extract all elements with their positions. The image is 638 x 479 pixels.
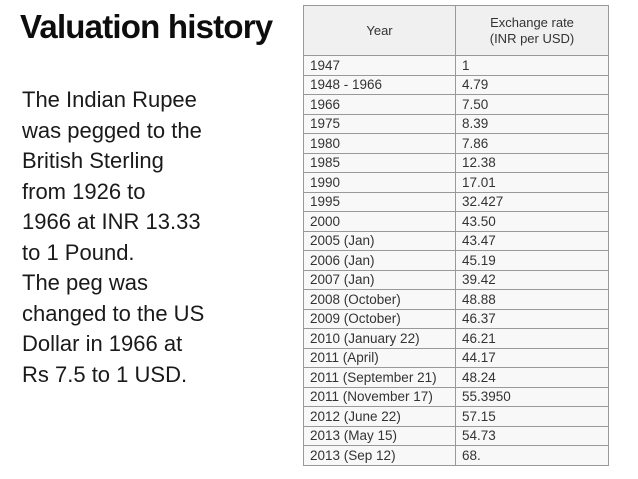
year-cell: 1966 bbox=[303, 94, 456, 115]
table-row: 1948 - 1966 4.79 bbox=[303, 74, 609, 95]
rate-cell: 43.50 bbox=[455, 211, 609, 232]
rate-cell: 4.79 bbox=[455, 74, 609, 95]
year-cell: 2013 (Sep 12) bbox=[303, 445, 456, 466]
rate-cell: 17.01 bbox=[455, 172, 609, 193]
year-cell: 1990 bbox=[303, 172, 456, 193]
year-cell: 2011 (September 21) bbox=[303, 367, 456, 388]
table-row: 2011 (November 17) 55.3950 bbox=[303, 386, 609, 407]
year-cell: 1985 bbox=[303, 152, 456, 173]
table-row: 2013 (Sep 12) 68. bbox=[303, 445, 609, 466]
table-row: 2007 (Jan) 39.42 bbox=[303, 269, 609, 290]
rate-cell: 44.17 bbox=[455, 347, 609, 368]
table-row: 2005 (Jan) 43.47 bbox=[303, 230, 609, 251]
year-cell: 2005 (Jan) bbox=[303, 230, 456, 251]
table-row: 2009 (October) 46.37 bbox=[303, 308, 609, 329]
rate-cell: 1 bbox=[455, 55, 609, 76]
year-cell: 1948 - 1966 bbox=[303, 74, 456, 95]
table-row: 2010 (January 22) 46.21 bbox=[303, 328, 609, 349]
slide-title: Valuation history bbox=[20, 8, 273, 45]
table-row: 2011 (September 21) 48.24 bbox=[303, 367, 609, 388]
year-cell: 2006 (Jan) bbox=[303, 250, 456, 271]
rate-cell: 45.19 bbox=[455, 250, 609, 271]
rate-cell: 7.86 bbox=[455, 133, 609, 154]
rate-cell: 54.73 bbox=[455, 425, 609, 446]
rate-cell: 8.39 bbox=[455, 113, 609, 134]
exchange-rate-table-body: 1947 1 1948 - 1966 4.79 1966 7.50 1975 8.39 1980… bbox=[303, 55, 609, 466]
year-cell: 2008 (October) bbox=[303, 289, 456, 310]
exchange-rate-table-head: Year Exchange rate (INR per USD) bbox=[303, 5, 609, 56]
table-row: 2000 43.50 bbox=[303, 211, 609, 232]
rate-cell: 57.15 bbox=[455, 406, 609, 427]
year-cell: 1975 bbox=[303, 113, 456, 134]
rate-cell: 46.21 bbox=[455, 328, 609, 349]
exchange-rate-table: Year Exchange rate (INR per USD) 1947 1 19… bbox=[303, 5, 609, 466]
year-cell: 2010 (January 22) bbox=[303, 328, 456, 349]
rate-cell: 46.37 bbox=[455, 308, 609, 329]
year-column-header: Year bbox=[303, 5, 456, 56]
year-cell: 2013 (May 15) bbox=[303, 425, 456, 446]
table-row: 1980 7.86 bbox=[303, 133, 609, 154]
rate-cell: 39.42 bbox=[455, 269, 609, 290]
year-cell: 2007 (Jan) bbox=[303, 269, 456, 290]
table-row: 2013 (May 15) 54.73 bbox=[303, 425, 609, 446]
table-row: 1947 1 bbox=[303, 55, 609, 76]
year-cell: 1995 bbox=[303, 191, 456, 212]
year-cell: 2012 (June 22) bbox=[303, 406, 456, 427]
year-cell: 1980 bbox=[303, 133, 456, 154]
year-cell: 2000 bbox=[303, 211, 456, 232]
table-row: 1975 8.39 bbox=[303, 113, 609, 134]
table-row: 1985 12.38 bbox=[303, 152, 609, 173]
rate-cell: 68. bbox=[455, 445, 609, 466]
rate-cell: 32.427 bbox=[455, 191, 609, 212]
table-header-row: Year Exchange rate (INR per USD) bbox=[303, 5, 609, 56]
table-row: 2008 (October) 48.88 bbox=[303, 289, 609, 310]
table-row: 2006 (Jan) 45.19 bbox=[303, 250, 609, 271]
year-cell: 2009 (October) bbox=[303, 308, 456, 329]
table-row: 1966 7.50 bbox=[303, 94, 609, 115]
rate-cell: 43.47 bbox=[455, 230, 609, 251]
rate-cell: 7.50 bbox=[455, 94, 609, 115]
table-row: 1995 32.427 bbox=[303, 191, 609, 212]
rate-cell: 55.3950 bbox=[455, 386, 609, 407]
table-row: 2012 (June 22) 57.15 bbox=[303, 406, 609, 427]
table-row: 1990 17.01 bbox=[303, 172, 609, 193]
rate-cell: 48.88 bbox=[455, 289, 609, 310]
rate-cell: 12.38 bbox=[455, 152, 609, 173]
year-cell: 1947 bbox=[303, 55, 456, 76]
slide-body-paragraph: The Indian Rupee was pegged to the Briti… bbox=[22, 87, 205, 387]
table-row: 2011 (April) 44.17 bbox=[303, 347, 609, 368]
rate-cell: 48.24 bbox=[455, 367, 609, 388]
year-cell: 2011 (November 17) bbox=[303, 386, 456, 407]
rate-column-header: Exchange rate (INR per USD) bbox=[455, 5, 609, 56]
year-cell: 2011 (April) bbox=[303, 347, 456, 368]
